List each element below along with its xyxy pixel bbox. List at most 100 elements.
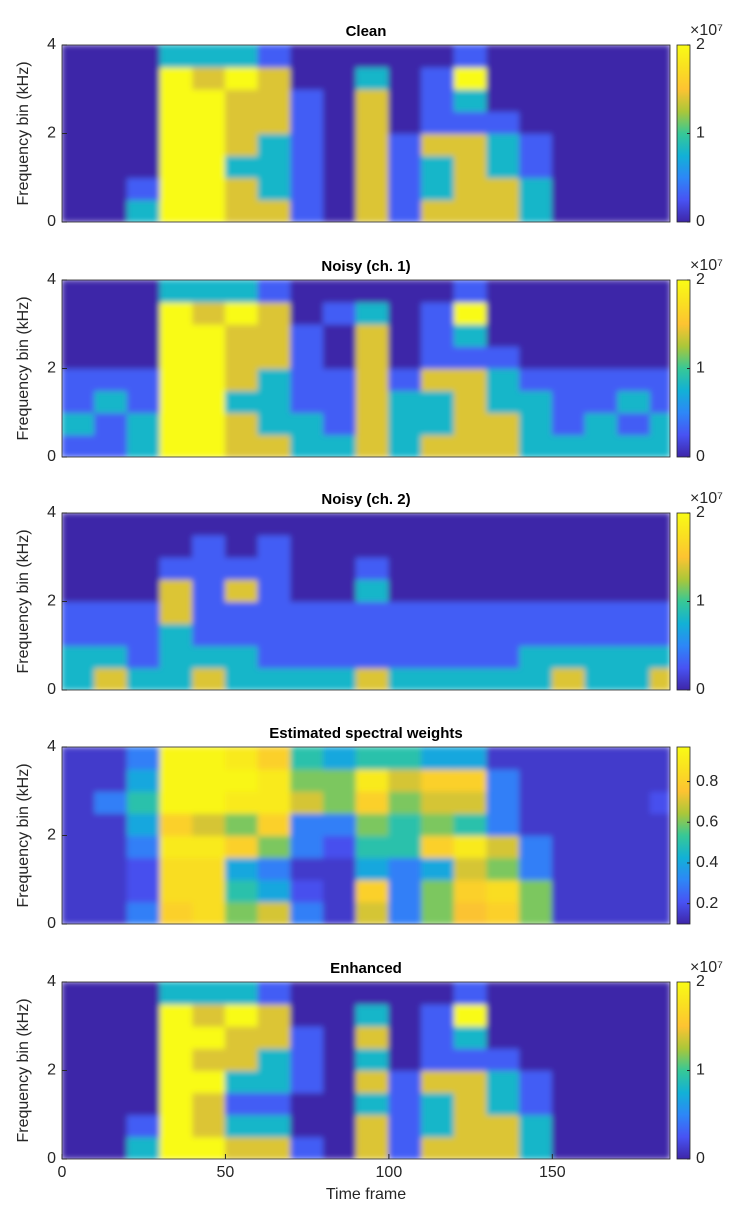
cell bbox=[224, 1003, 259, 1027]
y-axis-label: Frequency bin (kHz) bbox=[15, 529, 32, 673]
cell bbox=[323, 155, 357, 179]
cell bbox=[94, 578, 128, 602]
cell bbox=[551, 133, 586, 157]
cell bbox=[159, 345, 194, 369]
cell bbox=[519, 301, 553, 325]
cell bbox=[551, 601, 586, 625]
cell bbox=[62, 901, 96, 924]
cell bbox=[551, 66, 586, 90]
cell bbox=[519, 199, 553, 222]
cell bbox=[159, 45, 194, 68]
cell bbox=[257, 835, 292, 859]
cell bbox=[421, 879, 455, 903]
cell bbox=[62, 280, 96, 303]
cell bbox=[159, 177, 194, 201]
cell bbox=[453, 835, 488, 859]
cell bbox=[453, 556, 488, 580]
y-tick-label: 2 bbox=[47, 360, 56, 377]
cell bbox=[257, 901, 292, 924]
cell bbox=[323, 301, 357, 325]
cell bbox=[323, 1003, 357, 1027]
cell bbox=[519, 368, 553, 392]
y-tick-label: 0 bbox=[47, 213, 56, 230]
cell bbox=[649, 177, 670, 201]
colorbar-tick-label: 2 bbox=[696, 504, 705, 521]
cell bbox=[486, 812, 521, 836]
cell bbox=[323, 434, 357, 457]
cell bbox=[94, 199, 128, 222]
cell bbox=[159, 1003, 194, 1027]
cell bbox=[192, 88, 226, 112]
cell bbox=[519, 280, 553, 303]
cell bbox=[290, 368, 325, 392]
cell bbox=[453, 88, 488, 112]
cell bbox=[159, 812, 194, 836]
cell bbox=[224, 1070, 259, 1094]
cell bbox=[257, 155, 292, 179]
cell bbox=[290, 133, 325, 157]
cell bbox=[486, 747, 521, 770]
cell bbox=[617, 513, 651, 536]
cell bbox=[453, 534, 488, 558]
cell bbox=[649, 390, 670, 414]
cell bbox=[551, 513, 586, 536]
cell bbox=[617, 645, 651, 669]
cell bbox=[257, 177, 292, 201]
cell bbox=[192, 667, 226, 690]
y-axis-label: Frequency bin (kHz) bbox=[15, 296, 32, 440]
cell bbox=[159, 1114, 194, 1138]
cell bbox=[323, 66, 357, 90]
cell bbox=[159, 835, 194, 859]
cell bbox=[519, 623, 553, 647]
cell bbox=[224, 88, 259, 112]
cell bbox=[421, 812, 455, 836]
cell bbox=[421, 390, 455, 414]
cell bbox=[519, 835, 553, 859]
cell bbox=[486, 1025, 521, 1049]
cell bbox=[355, 280, 390, 303]
cell bbox=[126, 345, 161, 369]
cell bbox=[355, 601, 390, 625]
cell bbox=[355, 434, 390, 457]
cell bbox=[257, 790, 292, 814]
y-tick-label: 2 bbox=[47, 1062, 56, 1079]
cell bbox=[126, 982, 161, 1005]
cell bbox=[192, 556, 226, 580]
cell bbox=[126, 879, 161, 903]
cell bbox=[257, 1092, 292, 1116]
cell bbox=[62, 368, 96, 392]
cell bbox=[388, 177, 423, 201]
cell bbox=[617, 1025, 651, 1049]
cell bbox=[257, 110, 292, 134]
cell bbox=[649, 982, 670, 1005]
cell bbox=[584, 534, 619, 558]
cell bbox=[519, 601, 553, 625]
colorbar-tick-label: 1 bbox=[696, 593, 705, 610]
cell bbox=[584, 177, 619, 201]
cell bbox=[192, 812, 226, 836]
cell bbox=[224, 1092, 259, 1116]
cell bbox=[355, 412, 390, 436]
cell bbox=[617, 368, 651, 392]
cell bbox=[323, 768, 357, 792]
cell bbox=[584, 747, 619, 770]
cell bbox=[421, 556, 455, 580]
cell bbox=[62, 857, 96, 881]
cell bbox=[224, 747, 259, 770]
cell bbox=[388, 768, 423, 792]
cell bbox=[486, 879, 521, 903]
cell bbox=[421, 667, 455, 690]
colorbar-tick-label: 0 bbox=[696, 213, 705, 230]
cell bbox=[62, 66, 96, 90]
cell bbox=[421, 110, 455, 134]
cell bbox=[126, 110, 161, 134]
cell bbox=[323, 177, 357, 201]
cell bbox=[62, 1025, 96, 1049]
cell bbox=[388, 747, 423, 770]
cell bbox=[551, 1003, 586, 1027]
cell bbox=[486, 645, 521, 669]
y-tick-label: 4 bbox=[47, 738, 56, 755]
cell bbox=[159, 434, 194, 457]
cell bbox=[519, 155, 553, 179]
